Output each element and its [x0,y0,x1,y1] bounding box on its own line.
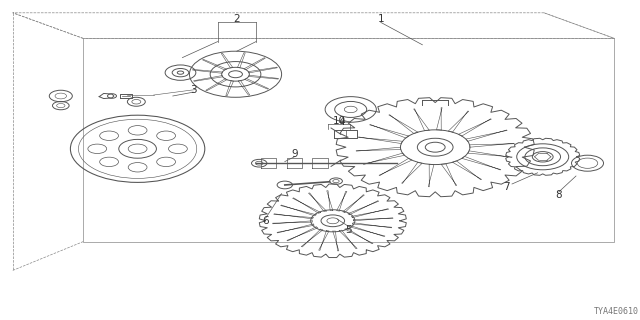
Text: 8: 8 [556,190,562,200]
Text: 9: 9 [291,148,298,159]
Text: 2: 2 [234,13,240,24]
Text: 1: 1 [378,14,384,24]
Text: 10: 10 [333,116,346,126]
Text: 7: 7 [504,182,510,192]
Text: TYA4E0610: TYA4E0610 [594,307,639,316]
Text: 4: 4 [339,117,345,127]
Text: 3: 3 [190,84,196,95]
Text: 6: 6 [262,216,269,227]
Text: 5: 5 [346,225,352,235]
